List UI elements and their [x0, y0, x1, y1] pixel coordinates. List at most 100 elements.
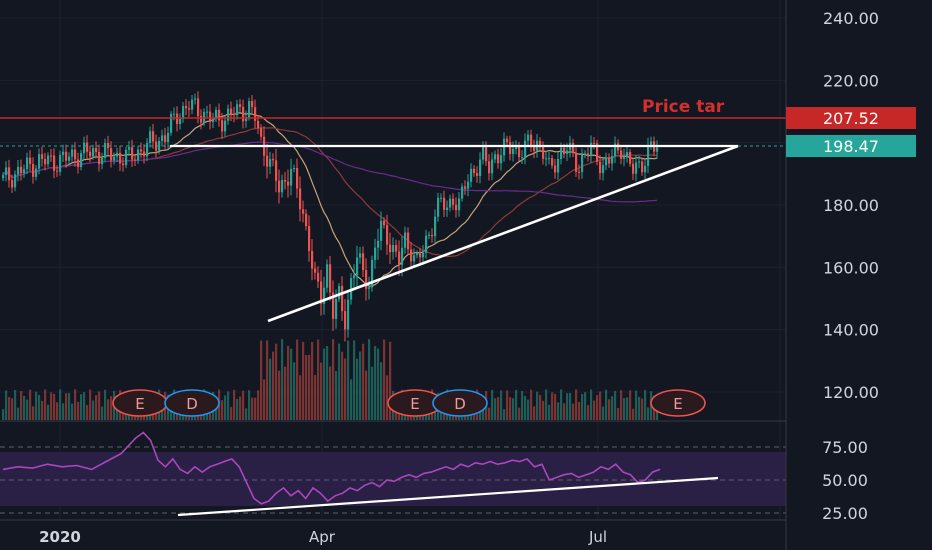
candle — [71, 144, 74, 162]
volume-bar — [590, 389, 593, 420]
volume-bar — [47, 404, 50, 420]
candle — [89, 145, 92, 163]
candle — [206, 105, 209, 118]
candle — [626, 145, 629, 163]
candle — [245, 110, 248, 128]
candle — [419, 247, 422, 264]
candle — [587, 147, 590, 162]
event-marker-d1[interactable]: D — [164, 389, 220, 417]
volume-bar — [614, 390, 617, 420]
volume-bar — [383, 339, 386, 420]
candle — [113, 152, 116, 165]
volume-bar — [251, 397, 254, 420]
volume-bar — [260, 340, 263, 420]
volume-bar — [293, 362, 296, 420]
volume-bar — [389, 341, 392, 420]
candle — [32, 157, 35, 184]
rsi-tick-label: 50.00 — [822, 471, 868, 490]
volume-bar — [359, 351, 362, 420]
candle — [500, 147, 503, 171]
volume-bar — [263, 379, 266, 420]
candle — [209, 104, 212, 130]
volume-bar — [356, 358, 359, 420]
candle — [134, 153, 137, 166]
candle — [125, 146, 128, 169]
price-target-badge: 207.52 — [786, 107, 916, 129]
candle — [635, 155, 638, 182]
candle — [80, 149, 83, 171]
event-marker-e1[interactable]: E — [112, 389, 168, 417]
volume-bar — [17, 407, 20, 420]
rsi-band-fill — [0, 452, 786, 506]
candle — [143, 144, 146, 164]
volume-bar — [281, 339, 284, 420]
candle — [446, 200, 449, 217]
volume-bar — [2, 409, 5, 420]
candle — [647, 137, 650, 174]
volume-bar — [551, 392, 554, 420]
volume-bar — [80, 394, 83, 420]
candle — [179, 113, 182, 130]
volume-bar — [71, 403, 74, 420]
event-marker-e3[interactable]: E — [650, 389, 706, 417]
candle — [200, 109, 203, 130]
volume-bar — [77, 401, 80, 420]
candle — [236, 99, 239, 120]
time-axis[interactable]: 2020 Apr Jul — [39, 528, 607, 546]
volume-bar — [221, 400, 224, 420]
candle — [338, 283, 341, 302]
candle — [65, 144, 68, 168]
volume-bar — [296, 339, 299, 420]
volume-bar — [512, 398, 515, 420]
volume-bar — [11, 398, 14, 420]
candle — [374, 238, 377, 269]
volume-bar — [560, 389, 563, 420]
price-tick-label: 220.00 — [823, 71, 879, 90]
volume-bar — [578, 401, 581, 420]
volume-bar — [563, 403, 566, 420]
volume-bar — [521, 390, 524, 420]
volume-bar — [353, 340, 356, 420]
candle — [239, 99, 242, 113]
volume-bar — [605, 389, 608, 420]
volume-bar — [638, 396, 641, 420]
volume-bar — [290, 348, 293, 420]
volume-bar — [98, 391, 101, 420]
candle — [293, 164, 296, 173]
volume-bar — [23, 395, 26, 420]
candle — [359, 247, 362, 264]
candle — [440, 193, 443, 203]
candle — [362, 246, 365, 278]
volume-bar — [335, 370, 338, 420]
volume-bar — [548, 404, 551, 420]
volume-bar — [86, 405, 89, 420]
candle — [437, 192, 440, 222]
candle — [452, 193, 455, 211]
volume-bar — [89, 389, 92, 420]
volume-bar — [587, 405, 590, 420]
candle — [521, 150, 524, 165]
candle — [35, 164, 38, 181]
candle — [398, 240, 401, 277]
price-axis[interactable]: 240.00 220.00 180.00 160.00 140.00 120.00 — [823, 9, 879, 402]
candle — [215, 106, 218, 123]
candle — [314, 261, 317, 280]
volume-bar — [41, 400, 44, 420]
volume-bar — [329, 366, 332, 420]
rsi-axis[interactable]: 75.00 50.00 25.00 — [822, 438, 868, 523]
volume-bar — [617, 408, 620, 420]
event-marker-d2[interactable]: D — [432, 389, 488, 417]
candle — [431, 228, 434, 243]
volume-bar — [56, 402, 59, 420]
candle — [416, 250, 419, 259]
candle — [224, 115, 227, 137]
price-tick-label: 180.00 — [823, 196, 879, 215]
candle — [410, 242, 413, 269]
candle — [62, 144, 65, 162]
candle — [128, 141, 131, 156]
candle — [368, 276, 371, 300]
candle — [2, 172, 5, 182]
candle — [539, 137, 542, 151]
volume-bar — [74, 389, 77, 420]
